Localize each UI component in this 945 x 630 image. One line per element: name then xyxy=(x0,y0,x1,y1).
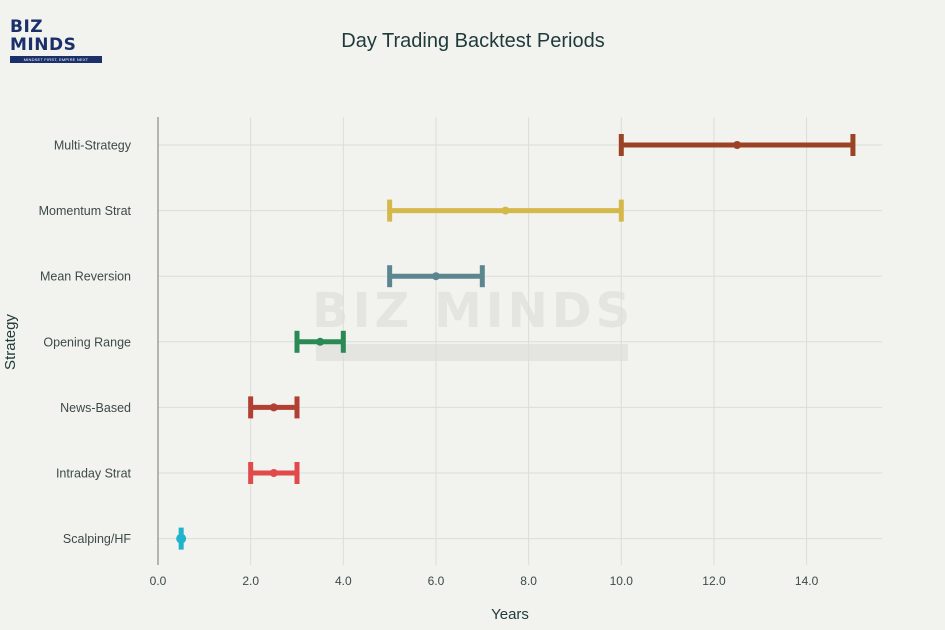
y-tick-label: News-Based xyxy=(60,401,131,415)
bizminds-logo: BIZ MINDS MINDSET FIRST, EMPIRE NEXT xyxy=(10,18,110,63)
x-tick-label: 0.0 xyxy=(150,574,167,588)
range-mark xyxy=(248,462,300,484)
range-midpoint xyxy=(176,533,187,544)
range-mark xyxy=(176,527,187,550)
range-mark xyxy=(387,199,624,222)
x-tick-label: 12.0 xyxy=(702,574,726,588)
range-midpoint xyxy=(431,272,440,281)
range-mark xyxy=(294,330,346,353)
x-tick-labels: 0.0 2.0 4.0 6.0 8.0 10.0 12.0 14.0 xyxy=(150,574,819,588)
chart-title: Day Trading Backtest Periods xyxy=(341,30,604,52)
y-tick-label: Scalping/HF xyxy=(63,532,131,546)
range-mark xyxy=(248,396,300,419)
range-mark xyxy=(387,265,485,288)
range-midpoint xyxy=(316,337,325,346)
range-mark xyxy=(618,134,856,156)
y-axis-label: Strategy xyxy=(2,314,19,370)
logo-wordmark: BIZ MINDS xyxy=(10,17,77,55)
y-tick-label: Momentum Strat xyxy=(39,204,132,218)
y-tick-labels: Multi-Strategy Momentum Strat Mean Reversi… xyxy=(39,139,132,547)
x-tick-label: 6.0 xyxy=(428,574,445,588)
range-midpoint xyxy=(269,469,278,477)
logo-tagline: MINDSET FIRST, EMPIRE NEXT xyxy=(10,56,102,63)
y-tick-label: Multi-Strategy xyxy=(54,139,132,153)
x-tick-label: 10.0 xyxy=(610,574,634,588)
y-tick-label: Mean Reversion xyxy=(40,270,131,284)
x-tick-label: 4.0 xyxy=(335,574,352,588)
watermark-bar xyxy=(316,344,628,361)
range-midpoint xyxy=(501,206,510,215)
range-marks xyxy=(176,134,856,550)
x-axis-label: Years xyxy=(491,606,529,623)
gridlines xyxy=(158,117,882,565)
x-tick-label: 8.0 xyxy=(520,574,537,588)
watermark-text: BIZ MINDS xyxy=(312,283,634,339)
x-tick-label: 14.0 xyxy=(795,574,819,588)
range-midpoint xyxy=(733,141,742,149)
y-tick-label: Intraday Strat xyxy=(56,467,132,481)
x-tick-label: 2.0 xyxy=(242,574,259,588)
y-tick-label: Opening Range xyxy=(43,335,131,349)
range-midpoint xyxy=(269,403,278,412)
